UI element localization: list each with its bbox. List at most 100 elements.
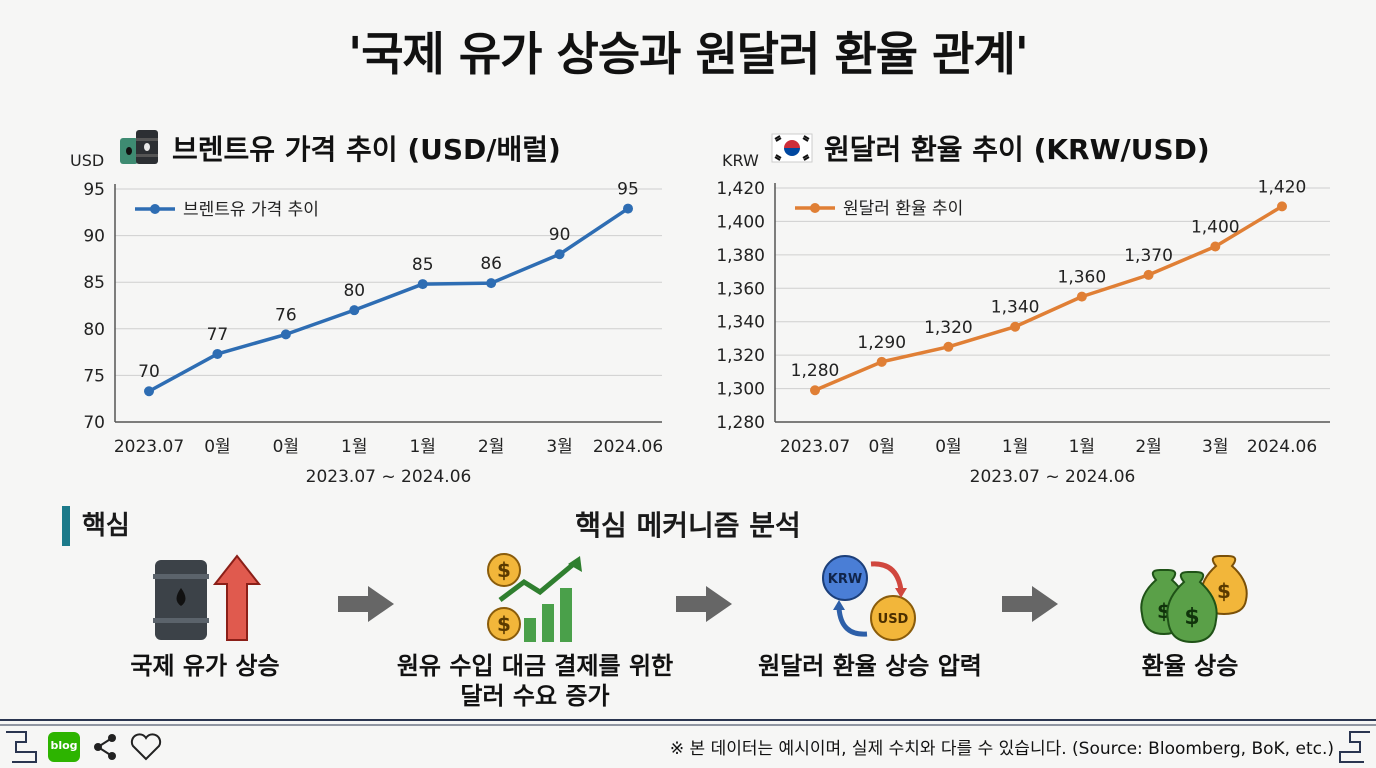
data-label: 95 — [617, 180, 639, 200]
section-label: 핵심 — [62, 506, 130, 546]
y-tick-label: 1,320 — [716, 346, 765, 366]
right-arrow-icon — [338, 586, 394, 622]
y-axis-label: USD — [70, 151, 104, 170]
legend-marker — [150, 204, 160, 214]
data-label: 1,320 — [924, 318, 973, 338]
money-bags-icon: $ $ $ — [1140, 555, 1248, 644]
step-label: 원유 수입 대금 결제를 위한 달러 수요 증가 — [396, 652, 674, 710]
x-tick-label: 2024.06 — [593, 437, 663, 457]
data-point — [1076, 291, 1087, 302]
data-label: 85 — [412, 255, 434, 275]
x-tick-label: 2월 — [1135, 437, 1161, 457]
x-tick-label: 3월 — [546, 437, 572, 457]
data-point — [1143, 269, 1154, 280]
chart-title-text: 브렌트유 가격 추이 (USD/배럴) — [172, 133, 561, 166]
footer-border — [0, 719, 1376, 763]
step-dollar-demand: $ $ 원유 수입 대금 결제를 위한 달러 수요 증가 — [380, 552, 690, 711]
y-tick-label: 75 — [83, 366, 105, 386]
share-icon[interactable] — [92, 733, 118, 761]
y-tick-label: 1,400 — [716, 212, 765, 232]
data-point — [623, 203, 633, 214]
svg-text:$: $ — [1217, 579, 1231, 603]
data-label: 1,340 — [991, 298, 1040, 318]
x-tick-label: 1월 — [1002, 437, 1028, 457]
data-point — [349, 305, 360, 316]
chart-title-text: 원달러 환율 추이 (KRW/USD) — [824, 133, 1210, 166]
x-tick-label: 1월 — [1069, 437, 1095, 457]
data-label: 90 — [549, 225, 571, 245]
data-point — [486, 278, 497, 289]
brent-price-chart: 70 75 80 85 90 95 USD 2023.07 0월 0월 1월 1월 2월 3월 2024.0… — [70, 151, 663, 487]
x-tick-label: 1월 — [409, 437, 435, 457]
chart-title-fx: 원달러 환율 추이 (KRW/USD) — [770, 128, 1210, 168]
y-tick-label: 1,340 — [716, 313, 765, 333]
step-label: 환율 상승 — [1141, 652, 1239, 680]
data-label: 76 — [275, 305, 297, 325]
y-tick-label: 90 — [83, 227, 105, 247]
data-point — [810, 385, 820, 396]
series-line — [148, 207, 629, 393]
x-tick-label: 0월 — [868, 437, 894, 457]
x-tick-label: 0월 — [935, 437, 961, 457]
legend-label: 브렌트유 가격 추이 — [183, 200, 319, 220]
currency-exchange-icon: KRW USD — [822, 555, 916, 641]
data-point — [144, 386, 154, 397]
heart-icon[interactable] — [130, 733, 162, 761]
y-tick-label: 1,280 — [716, 413, 765, 433]
disclaimer-note: ※ 본 데이터는 예시이며, 실제 수치와 다를 수 있습니다. (Source… — [669, 739, 1334, 759]
dollar-growth-icon: $ $ — [487, 553, 582, 642]
svg-text:$: $ — [497, 558, 511, 582]
y-tick-label: 95 — [83, 180, 105, 200]
step-oil-price-rise: 국제 유가 상승 — [100, 552, 310, 681]
step-label: 국제 유가 상승 — [130, 652, 280, 680]
korea-flag-icon — [771, 133, 813, 163]
data-label: 80 — [343, 281, 365, 301]
chart-title-brent: 브렌트유 가격 추이 (USD/배럴) — [118, 128, 561, 168]
page-title: '국제 유가 상승과 원달러 환율 관계' — [348, 27, 1029, 81]
series-line — [814, 204, 1283, 392]
y-axis-label: KRW — [722, 151, 759, 170]
oil-barrel-icon — [120, 130, 158, 164]
legend-label: 원달러 환율 추이 — [843, 199, 963, 219]
krw-usd-chart: 1,280 1,300 1,320 1,340 1,360 1,380 1,400 1,420… — [716, 151, 1330, 487]
data-point — [554, 249, 565, 260]
svg-text:$: $ — [1184, 605, 1199, 630]
data-point — [1010, 321, 1021, 332]
data-label: 1,290 — [857, 333, 906, 353]
step-fx-pressure: KRW USD 원달러 환율 상승 압력 — [730, 552, 1010, 681]
data-label: 86 — [480, 254, 502, 274]
y-tick-label: 85 — [83, 273, 105, 293]
svg-text:$: $ — [497, 612, 511, 636]
x-tick-label: 0월 — [204, 437, 230, 457]
mechanism-title: 핵심 메커니즘 분석 — [575, 509, 801, 542]
data-point — [212, 348, 223, 359]
y-tick-label: 1,300 — [716, 380, 765, 400]
data-label: 1,370 — [1124, 246, 1173, 266]
krw-label: KRW — [828, 572, 862, 587]
x-tick-label: 2월 — [478, 437, 504, 457]
y-tick-label: 1,360 — [716, 279, 765, 299]
data-point — [280, 329, 291, 340]
x-axis-label: 2023.07 ~ 2024.06 — [970, 467, 1136, 487]
data-point — [1210, 241, 1221, 252]
data-point — [943, 341, 954, 352]
data-label: 1,360 — [1058, 268, 1107, 288]
step-label: 원달러 환율 상승 압력 — [758, 652, 982, 680]
y-tick-label: 80 — [83, 320, 105, 340]
legend-marker — [810, 203, 820, 213]
x-tick-label: 2023.07 — [780, 437, 850, 457]
y-tick-label: 70 — [83, 413, 105, 433]
data-point — [417, 279, 428, 290]
x-tick-label: 1월 — [341, 437, 367, 457]
y-tick-label: 1,380 — [716, 246, 765, 266]
data-label: 77 — [207, 325, 229, 345]
right-arrow-icon — [676, 586, 732, 622]
oil-barrel-up-icon — [153, 554, 262, 641]
blog-badge[interactable]: blog — [48, 732, 80, 762]
x-tick-label: 0월 — [273, 437, 299, 457]
usd-label: USD — [878, 612, 909, 627]
data-label: 1,400 — [1191, 218, 1240, 238]
y-tick-label: 1,420 — [716, 179, 765, 199]
x-tick-label: 2023.07 — [114, 437, 184, 457]
x-axis-label: 2023.07 ~ 2024.06 — [306, 467, 472, 487]
